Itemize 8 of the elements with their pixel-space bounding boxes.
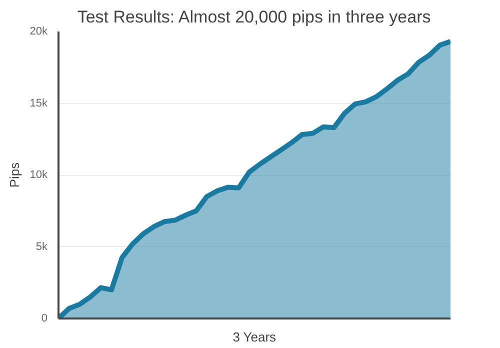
chart-title: Test Results: Almost 20,000 pips in three years	[77, 8, 431, 26]
y-tick-label: 10k	[30, 169, 48, 181]
y-tick-label: 5k	[36, 240, 48, 253]
y-axis-title: Pips	[6, 162, 22, 188]
x-axis-title: 3 Years	[232, 330, 277, 344]
y-tick-label: 20k	[30, 26, 48, 38]
y-tick-label: 15k	[30, 97, 48, 110]
y-tick-label: 0	[41, 312, 48, 324]
